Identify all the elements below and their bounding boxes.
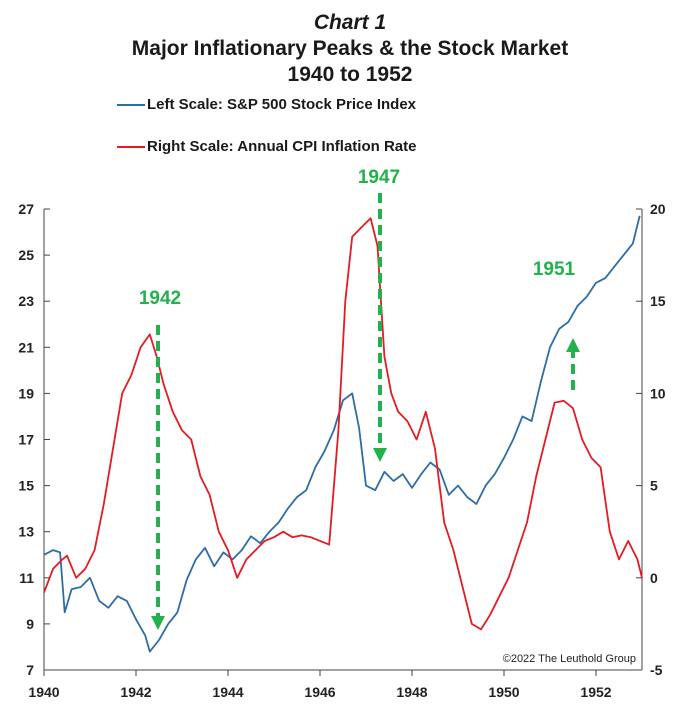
- x-tick-label: 1946: [304, 684, 335, 700]
- chart-subtitle: Major Inflationary Peaks & the Stock Mar…: [131, 37, 569, 60]
- right-tick-label: 0: [650, 570, 658, 586]
- x-tick-label: 1952: [580, 684, 611, 700]
- callout-label-1942: 1942: [139, 288, 181, 309]
- left-tick-label: 27: [18, 201, 34, 217]
- left-tick-label: 15: [18, 478, 34, 494]
- x-tick-label: 1944: [212, 684, 243, 700]
- left-tick-label: 7: [26, 662, 34, 678]
- series-line-cpi: [43, 217, 643, 631]
- left-tick-label: 21: [18, 339, 34, 355]
- chart-axes: 27 25 23 21 19 17 15 13 11 9 7 20 15 10 5 0 -5 1940 1942 19…: [18, 201, 665, 700]
- legend-item-cpi: Right Scale: Annual CPI Inflation Rate: [117, 138, 416, 155]
- chart-title-block: Chart 1 Major Inflationary Peaks & the S…: [0, 10, 700, 88]
- left-tick-label: 17: [18, 432, 34, 448]
- chart-subtitle-years: 1940 to 1952: [287, 63, 413, 86]
- chart-title: Chart 1: [313, 11, 387, 34]
- x-tick-label: 1948: [396, 684, 427, 700]
- series-line-sp500: [43, 215, 641, 653]
- right-tick-label: 5: [650, 478, 658, 494]
- legend-swatch-red: [117, 146, 145, 149]
- callout-arrow-head-1951: [566, 338, 580, 352]
- left-tick-label: 19: [18, 385, 34, 401]
- left-tick-label: 9: [26, 616, 34, 632]
- x-tick-label: 1940: [28, 684, 59, 700]
- left-tick-label: 11: [19, 570, 34, 586]
- x-tick-label: 1942: [120, 684, 151, 700]
- callout-arrow-head-1947: [373, 448, 387, 462]
- callout-label-1951: 1951: [533, 259, 576, 280]
- x-tick-label: 1950: [488, 684, 519, 700]
- callout-label-1947: 1947: [358, 167, 400, 188]
- series-layer: [43, 215, 643, 653]
- left-tick-label: 23: [18, 293, 34, 309]
- legend-item-sp500: Left Scale: S&P 500 Stock Price Index: [117, 96, 416, 113]
- right-tick-label: 20: [650, 201, 666, 217]
- left-tick-label: 13: [18, 524, 34, 540]
- right-tick-label: 10: [650, 385, 666, 401]
- left-tick-label: 25: [18, 247, 34, 263]
- legend-swatch-blue: [117, 104, 145, 107]
- right-tick-label: 15: [650, 293, 666, 309]
- callout-arrow-head-1942: [151, 616, 165, 630]
- annotation-layer: 1942 1947 1951: [139, 167, 580, 630]
- legend-label-sp500: Left Scale: S&P 500 Stock Price Index: [147, 96, 417, 113]
- right-tick-label: -5: [650, 662, 663, 678]
- copyright-note: ©2022 The Leuthold Group: [503, 653, 636, 665]
- legend-label-cpi: Right Scale: Annual CPI Inflation Rate: [147, 138, 417, 155]
